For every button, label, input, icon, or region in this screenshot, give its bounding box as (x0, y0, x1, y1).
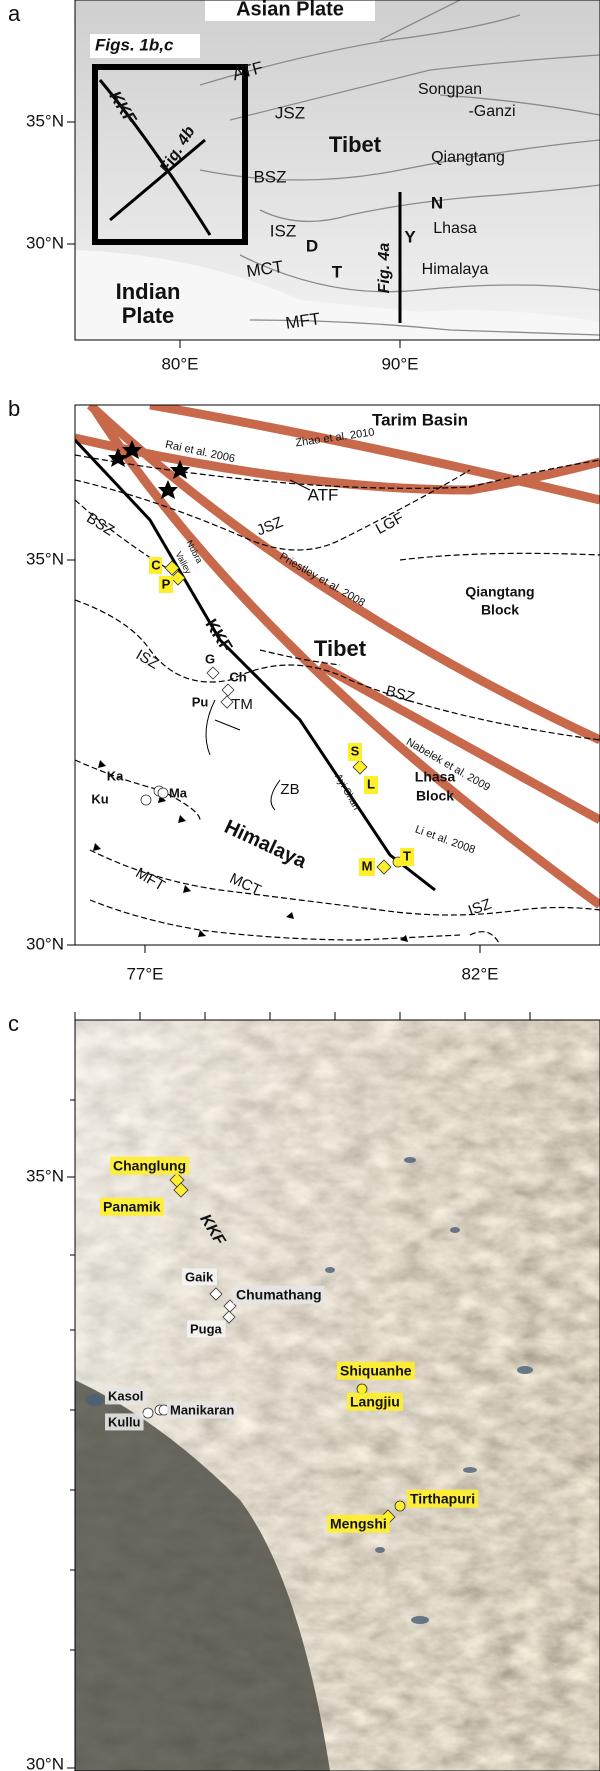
longitude-label: 80°E (161, 354, 198, 373)
map-label: Himalaya (422, 261, 489, 278)
map-label: Tarim Basin (372, 410, 468, 429)
panel-label: b (8, 396, 20, 421)
map-label-group: Chumathang (233, 1286, 325, 1304)
map-label: ZB (280, 781, 299, 798)
page: a 35°N 30°N 80°E 90°E Asian Plate Figs. 1b,c AT… (0, 0, 600, 1771)
map-label: Ka (107, 768, 124, 783)
map-label: Ch (229, 669, 246, 684)
map-label: Block (481, 602, 519, 618)
map-label-group: Puga (187, 1320, 226, 1337)
map-label: Y (404, 227, 416, 246)
map-label: Songpan (418, 81, 482, 98)
longitude-label: 90°E (381, 354, 418, 373)
longitude-label: 82°E (461, 964, 498, 983)
map-label: T (403, 848, 411, 863)
map-label: Qiangtang (465, 584, 534, 600)
map-label-group: Manikaran (167, 1401, 237, 1418)
map-label-group: Gaik (182, 1268, 217, 1285)
map-label: Tibet (314, 636, 367, 661)
map-label: Kullu (108, 1414, 141, 1429)
map-label: TM (231, 696, 253, 713)
map-label: T (332, 262, 343, 281)
map-label-group: Changlung (110, 1157, 189, 1175)
map-label-group: Shiquanhe (337, 1362, 415, 1380)
map-label: Shiquanhe (340, 1363, 412, 1379)
map-label: BSZ (253, 167, 286, 186)
map-label: Puga (190, 1321, 223, 1336)
map-label: Gaik (185, 1269, 214, 1284)
map-label: Ku (91, 791, 108, 806)
map-label: N (431, 193, 443, 212)
longitude-label: 77°E (126, 964, 163, 983)
map-label: Block (416, 788, 454, 804)
map-label: Ma (169, 785, 188, 800)
map-label: C (151, 557, 161, 572)
map-label: Plate (122, 303, 175, 328)
map-label: L (367, 776, 375, 791)
figure: a 35°N 30°N 80°E 90°E Asian Plate Figs. 1b,c AT… (0, 0, 600, 1771)
map-label-group: Kullu (105, 1413, 144, 1430)
map-label: Asian Plate (236, 0, 344, 20)
latitude-label: 30°N (26, 934, 64, 953)
latitude-label: 35°N (26, 1166, 64, 1185)
latitude-label: 35°N (26, 549, 64, 568)
map-label: Lhasa (433, 220, 477, 237)
panel-label: a (8, 1, 21, 26)
map-label: Indian (116, 279, 181, 304)
map-label: -Ganzi (468, 103, 515, 120)
map-label: Chumathang (236, 1287, 322, 1303)
map-label: Tibet (329, 132, 382, 157)
map-label-group: Tirthapuri (407, 1490, 478, 1508)
map-label-group: Langjiu (347, 1393, 403, 1411)
map-label: Panamik (103, 1199, 161, 1215)
map-label: M (362, 858, 373, 873)
map-label: Qiangtang (431, 149, 505, 166)
latitude-label: 30°N (26, 1754, 64, 1771)
map-label: Pu (192, 694, 209, 709)
map-label: Mengshi (330, 1516, 387, 1532)
map-label: ISZ (270, 221, 296, 240)
map-label: Lhasa (415, 769, 456, 785)
map-label-group: Panamik (100, 1198, 164, 1216)
map-label: ATF (308, 485, 339, 504)
latitude-label: 35°N (26, 111, 64, 130)
panel-c-map (75, 1020, 600, 1771)
map-label: Kasol (108, 1388, 143, 1403)
map-label: Tirthapuri (410, 1491, 475, 1507)
map-label: Figs. 1b,c (95, 35, 174, 54)
panel-label: c (8, 1011, 19, 1036)
latitude-label: 30°N (26, 233, 64, 252)
map-label: Fig. 4a (376, 243, 393, 294)
map-label: P (162, 576, 171, 591)
map-label: Changlung (113, 1158, 186, 1174)
map-label-group: Kasol (105, 1387, 146, 1404)
map-label-group: Mengshi (327, 1515, 390, 1533)
map-label: Manikaran (170, 1402, 234, 1417)
map-label: D (306, 236, 318, 255)
map-label: JSZ (275, 103, 305, 122)
map-label: S (351, 743, 360, 758)
map-label: G (205, 651, 215, 666)
map-label: Langjiu (350, 1394, 400, 1410)
